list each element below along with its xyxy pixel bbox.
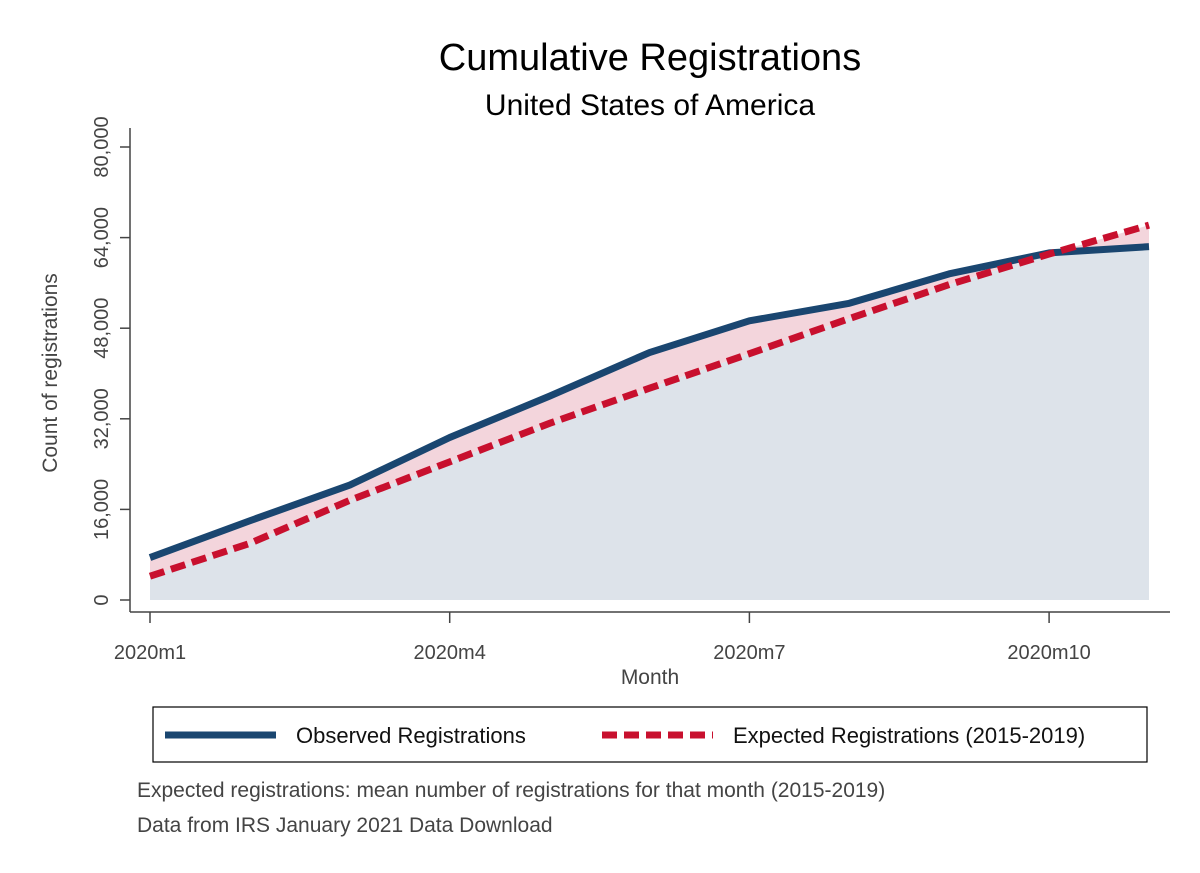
- chart-subtitle: United States of America: [485, 89, 815, 122]
- legend: Observed Registrations Expected Registra…: [152, 706, 1148, 763]
- y-tick-label: 32,000: [91, 388, 113, 449]
- y-tick-label: 0: [91, 594, 113, 605]
- legend-label-observed: Observed Registrations: [296, 723, 526, 748]
- chart-title: Cumulative Registrations: [439, 37, 861, 79]
- x-tick-label: 2020m4: [414, 642, 486, 664]
- y-axis-title: Count of registrations: [39, 273, 62, 473]
- footnote-source: Data from IRS January 2021 Data Download: [137, 814, 553, 837]
- y-tick-label: 48,000: [91, 298, 113, 359]
- x-tick-label: 2020m7: [713, 642, 785, 664]
- x-axis-title: Month: [621, 666, 679, 689]
- series-line-observed: [148, 243, 1150, 561]
- y-tick-label: 80,000: [91, 116, 113, 177]
- y-axis-ticks: 0 16,000 32,000 48,000 64,000 80,000: [91, 116, 130, 606]
- x-tick-label: 2020m1: [114, 642, 186, 664]
- legend-label-expected: Expected Registrations (2015-2019): [733, 723, 1085, 748]
- series-line-expected: [148, 221, 1150, 580]
- x-tick-label: 2020m10: [1007, 642, 1090, 664]
- gap-area: [150, 225, 1149, 577]
- y-tick-label: 64,000: [91, 207, 113, 268]
- y-tick-label: 16,000: [91, 479, 113, 540]
- footnote-expected: Expected registrations: mean number of r…: [137, 779, 885, 802]
- observed-area: [150, 246, 1149, 600]
- x-axis-ticks: 2020m1 2020m4 2020m7 2020m10: [114, 612, 1091, 664]
- plot-area: [148, 221, 1150, 600]
